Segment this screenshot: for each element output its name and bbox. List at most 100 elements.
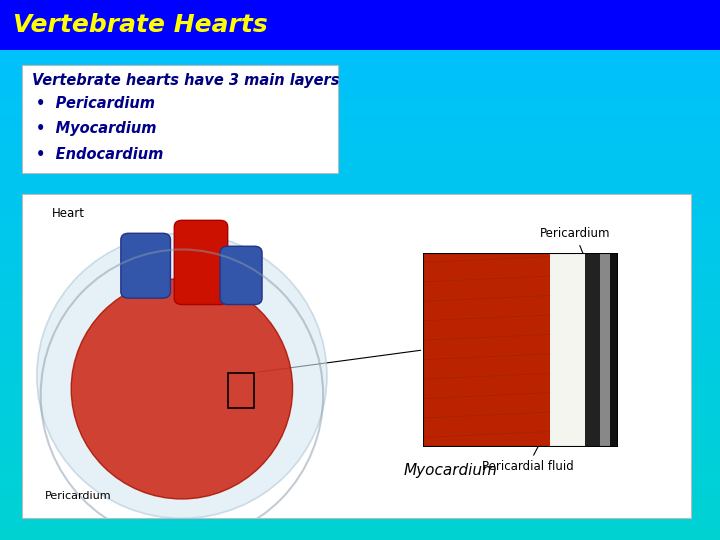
Bar <box>585 253 600 447</box>
Bar <box>0 182 720 184</box>
Bar <box>0 200 720 201</box>
Bar <box>0 339 720 340</box>
Bar <box>0 162 720 164</box>
Bar <box>0 11 720 12</box>
Bar <box>0 389 720 390</box>
Bar <box>0 120 720 123</box>
Bar <box>423 253 549 447</box>
Bar <box>0 180 720 182</box>
Bar <box>0 110 720 112</box>
Bar <box>0 279 720 281</box>
Bar <box>0 437 720 439</box>
Bar <box>0 464 720 466</box>
Bar <box>0 174 720 177</box>
Bar <box>0 340 720 342</box>
FancyBboxPatch shape <box>22 65 338 173</box>
Bar <box>0 151 720 153</box>
Bar <box>0 255 720 258</box>
Bar <box>0 220 720 221</box>
Bar <box>0 427 720 428</box>
FancyBboxPatch shape <box>22 194 691 518</box>
Bar <box>0 313 720 315</box>
Bar <box>0 383 720 385</box>
Bar <box>0 366 720 367</box>
Bar <box>0 234 720 236</box>
Bar <box>0 160 720 162</box>
Bar <box>0 54 720 56</box>
Bar <box>0 470 720 471</box>
Bar <box>0 374 720 376</box>
Bar <box>0 349 720 351</box>
Bar <box>0 315 720 317</box>
Bar <box>0 144 720 146</box>
Bar <box>0 484 720 486</box>
Bar <box>0 77 720 79</box>
Bar <box>0 9 720 11</box>
Bar <box>0 103 720 104</box>
Bar <box>0 34 720 36</box>
Bar <box>0 498 720 501</box>
Bar <box>0 363 720 366</box>
Bar <box>0 434 720 436</box>
Bar <box>0 126 720 128</box>
Bar <box>0 0 720 2</box>
Bar <box>0 52 720 54</box>
Bar <box>0 231 720 232</box>
Bar <box>0 29 720 31</box>
Bar <box>0 466 720 468</box>
Bar <box>0 369 720 371</box>
Bar <box>0 23 720 25</box>
Bar <box>0 239 720 241</box>
Bar <box>0 371 720 373</box>
FancyBboxPatch shape <box>220 246 262 305</box>
Bar <box>0 88 720 90</box>
Bar <box>0 486 720 488</box>
Bar <box>0 479 720 481</box>
Bar <box>0 522 720 524</box>
Text: •  Myocardium: • Myocardium <box>36 122 156 137</box>
Bar <box>0 245 720 247</box>
Bar <box>0 201 720 204</box>
Bar <box>0 302 720 304</box>
Bar <box>0 65 720 66</box>
Bar <box>0 531 720 533</box>
Bar <box>0 282 720 285</box>
Bar <box>0 117 720 119</box>
Bar <box>0 322 720 324</box>
Bar <box>0 241 720 243</box>
Bar <box>0 238 720 239</box>
Bar <box>0 513 720 515</box>
Bar <box>0 439 720 441</box>
Bar <box>0 39 720 42</box>
Bar <box>0 252 720 254</box>
Bar <box>0 326 720 328</box>
Bar <box>0 385 720 387</box>
Bar <box>0 247 720 248</box>
Bar <box>0 83 720 85</box>
Bar <box>0 85 720 86</box>
Bar <box>0 207 720 209</box>
Bar <box>0 92 720 93</box>
Bar <box>0 157 720 158</box>
Bar <box>0 432 720 434</box>
Bar <box>0 517 720 518</box>
Bar <box>0 248 720 250</box>
Bar <box>0 5 720 7</box>
Bar <box>0 32 720 34</box>
Bar <box>0 538 720 540</box>
Bar <box>0 351 720 353</box>
Bar <box>0 428 720 430</box>
Bar <box>0 380 720 382</box>
Text: Vertebrate hearts have 3 main layers: Vertebrate hearts have 3 main layers <box>32 73 340 88</box>
Bar <box>549 253 585 447</box>
Bar <box>0 481 720 482</box>
Bar <box>0 38 720 39</box>
Bar <box>0 420 720 421</box>
Bar <box>0 444 720 447</box>
Bar <box>0 285 720 286</box>
Bar <box>0 410 720 412</box>
Bar <box>0 304 720 306</box>
Bar <box>0 396 720 398</box>
Bar <box>0 130 720 131</box>
Bar <box>0 297 720 299</box>
